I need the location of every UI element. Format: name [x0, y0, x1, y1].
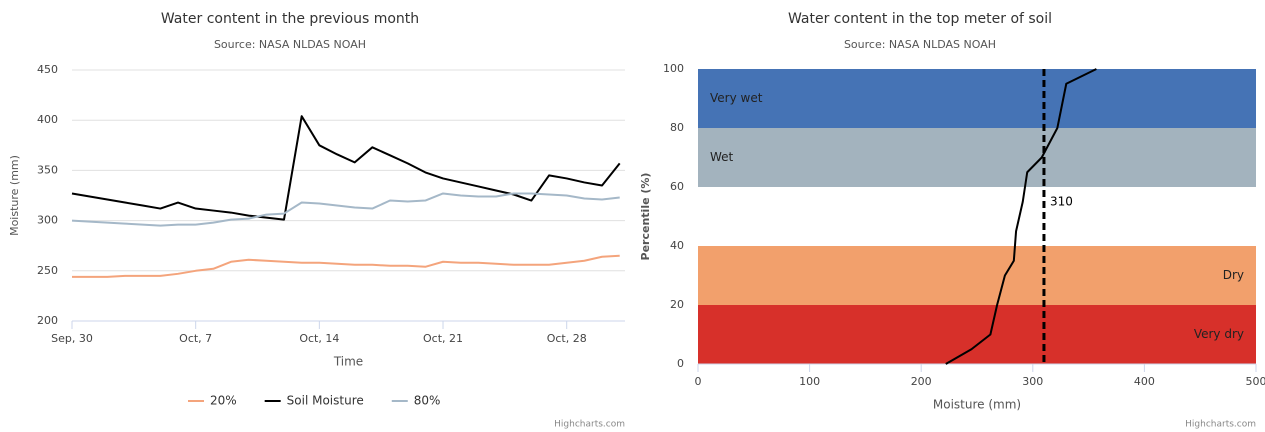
y-tick-label: 0	[677, 357, 684, 370]
x-tick-label: Sep, 30	[51, 332, 93, 345]
plot-band	[698, 305, 1256, 364]
x-tick-label: 100	[799, 375, 820, 388]
x-axis-title: Time	[333, 355, 363, 369]
x-tick-label: 500	[1246, 375, 1265, 388]
legend-label: 20%	[210, 394, 237, 408]
y-tick-label: 350	[37, 163, 58, 176]
y-tick-label: 80	[670, 121, 684, 134]
y-axis-title: Moisture (mm)	[8, 155, 21, 236]
band-label: Dry	[1223, 268, 1244, 282]
y-tick-label: 400	[37, 113, 58, 126]
x-tick-label: 0	[695, 375, 702, 388]
x-tick-label: 400	[1134, 375, 1155, 388]
x-tick-label: Oct, 21	[423, 332, 463, 345]
marker-label: 310	[1050, 194, 1073, 208]
plot-band	[698, 69, 1256, 128]
y-tick-label: 250	[37, 264, 58, 277]
legend-label: 80%	[414, 394, 441, 408]
chart-subtitle: Source: NASA NLDAS NOAH	[214, 38, 366, 51]
series-line	[72, 254, 620, 278]
y-axis-title: Percentile (%)	[639, 173, 652, 261]
x-tick-label: 300	[1022, 375, 1043, 388]
series-line	[71, 115, 621, 221]
y-tick-label: 40	[670, 239, 684, 252]
plot-band	[698, 128, 1256, 187]
credits: Highcharts.com	[554, 420, 625, 430]
y-tick-label: 450	[37, 63, 58, 76]
chart-subtitle: Source: NASA NLDAS NOAH	[844, 38, 996, 51]
legend-label: Soil Moisture	[287, 394, 364, 408]
series-line	[71, 192, 620, 227]
x-axis-title: Moisture (mm)	[933, 398, 1021, 412]
y-tick-label: 300	[37, 214, 58, 227]
credits: Highcharts.com	[1185, 420, 1256, 430]
band-label: Wet	[710, 150, 734, 164]
y-tick-label: 100	[663, 62, 684, 75]
plot-band	[698, 246, 1256, 305]
x-tick-label: Oct, 28	[547, 332, 587, 345]
y-tick-label: 60	[670, 180, 684, 193]
x-tick-label: Oct, 14	[299, 332, 339, 345]
chart-title: Water content in the previous month	[161, 11, 419, 27]
y-tick-label: 200	[37, 314, 58, 327]
band-label: Very dry	[1194, 327, 1244, 341]
x-tick-label: 200	[911, 375, 932, 388]
y-tick-label: 20	[670, 298, 684, 311]
chart-title: Water content in the top meter of soil	[788, 11, 1052, 27]
x-tick-label: Oct, 7	[179, 332, 212, 345]
series-line	[945, 68, 1097, 365]
band-label: Very wet	[710, 91, 763, 105]
